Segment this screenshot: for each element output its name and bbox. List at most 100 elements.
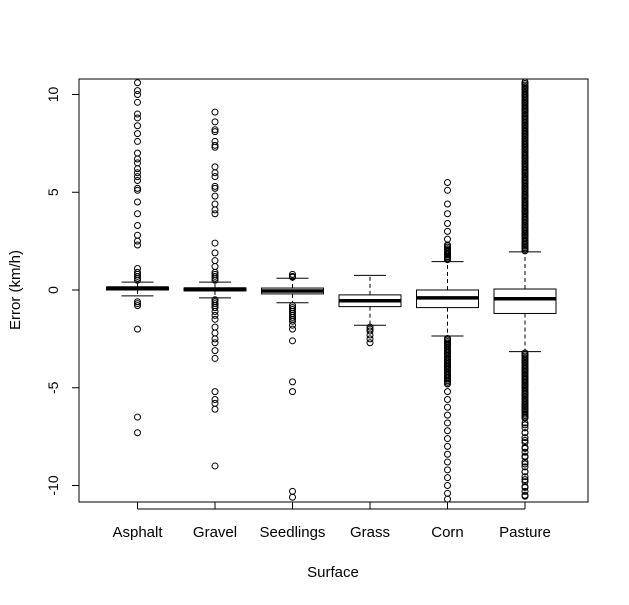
outlier-point bbox=[444, 435, 451, 443]
outlier-point bbox=[444, 186, 451, 194]
x-tick-label: Seedlings bbox=[260, 524, 326, 541]
outlier-point bbox=[134, 79, 141, 87]
outlier-point bbox=[134, 186, 141, 194]
outlier-point bbox=[134, 159, 141, 167]
outlier-point bbox=[289, 388, 296, 396]
y-tick-label: 5 bbox=[45, 188, 61, 196]
box-iqr bbox=[493, 288, 557, 314]
outlier-point bbox=[211, 399, 219, 407]
outlier-point bbox=[134, 300, 141, 308]
y-tick-label: 10 bbox=[45, 87, 61, 103]
y-axis-label: Error (km/h) bbox=[7, 250, 24, 330]
outlier-point bbox=[521, 424, 529, 432]
outlier-point bbox=[211, 169, 219, 177]
outlier-point bbox=[521, 448, 529, 456]
outlier-band bbox=[444, 242, 451, 264]
outlier-point bbox=[444, 395, 451, 403]
outlier-point bbox=[289, 487, 296, 495]
outlier-point bbox=[211, 308, 219, 316]
outlier-point bbox=[521, 476, 529, 484]
outlier-point bbox=[134, 87, 141, 95]
outlier-point bbox=[521, 419, 529, 427]
outlier-point bbox=[134, 98, 141, 106]
outlier-point bbox=[366, 327, 374, 335]
outlier-point bbox=[211, 173, 219, 181]
outlier-point bbox=[444, 178, 451, 186]
outlier-point bbox=[134, 91, 141, 98]
outlier-point bbox=[289, 493, 296, 501]
y-axis: -10 -5 0 5 10 bbox=[45, 87, 79, 496]
outlier-point bbox=[289, 325, 296, 333]
outlier-point bbox=[211, 347, 219, 355]
box-group bbox=[106, 79, 169, 437]
outlier-point bbox=[521, 78, 529, 86]
outlier-point bbox=[211, 200, 219, 208]
outlier-point bbox=[134, 149, 141, 157]
outlier-point bbox=[521, 414, 529, 422]
outlier-point bbox=[211, 388, 219, 396]
outlier-point bbox=[444, 489, 451, 497]
outlier-point bbox=[211, 462, 219, 470]
outlier-point bbox=[521, 460, 529, 468]
outlier-point bbox=[444, 210, 451, 218]
outlier-point bbox=[211, 311, 219, 319]
outlier-point bbox=[134, 110, 141, 118]
outlier-point bbox=[211, 272, 219, 280]
x-axis: Asphalt Gravel Seedlings Grass Corn Pasture bbox=[112, 502, 551, 541]
outlier-point bbox=[134, 165, 141, 173]
outlier-point bbox=[134, 210, 141, 218]
outlier-point bbox=[211, 315, 219, 323]
outlier-point bbox=[211, 163, 219, 171]
outlier-point bbox=[134, 173, 141, 181]
outlier-point bbox=[444, 220, 451, 228]
outlier-point bbox=[289, 313, 296, 321]
outlier-point bbox=[211, 257, 219, 265]
x-tick-label: Pasture bbox=[499, 524, 551, 541]
outlier-point bbox=[521, 473, 529, 481]
x-tick-label: Corn bbox=[431, 524, 464, 541]
outlier-point bbox=[211, 206, 219, 214]
outlier-point bbox=[444, 495, 451, 503]
outlier-point bbox=[444, 419, 451, 427]
outlier-point bbox=[444, 388, 451, 396]
outlier-point bbox=[444, 334, 451, 342]
outlier-point bbox=[521, 438, 529, 446]
outlier-point bbox=[134, 122, 141, 130]
outlier-point bbox=[211, 192, 219, 200]
outlier-point bbox=[134, 130, 141, 138]
outlier-point bbox=[366, 323, 374, 331]
outlier-point bbox=[521, 478, 529, 486]
outlier-point bbox=[211, 182, 219, 190]
outlier-point bbox=[289, 317, 296, 325]
outlier-point bbox=[521, 434, 529, 442]
outlier-point bbox=[289, 337, 296, 345]
outlier-point bbox=[289, 321, 296, 329]
outlier-point bbox=[134, 274, 141, 282]
outlier-point bbox=[521, 421, 529, 429]
outlier-point bbox=[134, 221, 141, 229]
outlier-point bbox=[444, 450, 451, 458]
outlier-point bbox=[444, 442, 451, 450]
outlier-point bbox=[211, 329, 219, 337]
outlier-point bbox=[211, 108, 219, 116]
outlier-band bbox=[521, 349, 529, 421]
y-tick-label: -5 bbox=[45, 381, 61, 394]
y-tick-label: -10 bbox=[45, 475, 61, 495]
box-group bbox=[183, 108, 247, 470]
outlier-point bbox=[444, 411, 451, 419]
outlier-point bbox=[134, 114, 141, 122]
outlier-point bbox=[289, 273, 296, 281]
outlier-point bbox=[211, 249, 219, 257]
outlier-point bbox=[211, 335, 219, 343]
outlier-point bbox=[211, 300, 219, 308]
outlier-point bbox=[366, 335, 374, 343]
outlier-point bbox=[211, 304, 219, 312]
outlier-point bbox=[134, 231, 141, 239]
outlier-point bbox=[134, 325, 141, 333]
y-tick-label: 0 bbox=[45, 286, 61, 294]
outlier-point bbox=[444, 227, 451, 235]
outlier-point bbox=[521, 482, 529, 490]
outlier-point bbox=[444, 403, 451, 411]
outlier-point bbox=[134, 137, 141, 145]
